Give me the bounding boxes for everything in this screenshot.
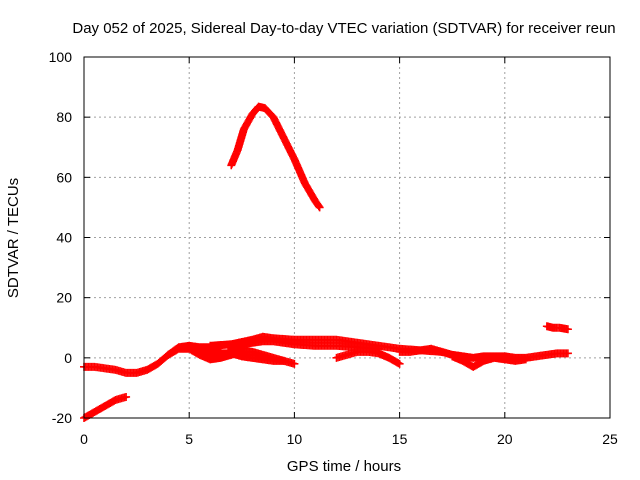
- series-arc-10: [448, 352, 530, 371]
- data-point-marker: [395, 359, 404, 368]
- series-arc-7: [227, 337, 383, 353]
- y-tick-label: -20: [52, 410, 72, 426]
- axes-ticks: 0 5 10 15 20 25 -20 0 20 40 60 80 100: [49, 49, 618, 447]
- data-point-marker: [521, 355, 530, 364]
- x-tick-label: 10: [287, 431, 303, 447]
- chart-title: Day 052 of 2025, Sidereal Day-to-day VTE…: [72, 20, 615, 37]
- x-tick-label: 5: [185, 431, 193, 447]
- y-axis-label: SDTVAR / TECUs: [5, 178, 22, 298]
- y-tick-label: 60: [56, 169, 72, 185]
- series-arc-11: [542, 322, 572, 334]
- y-tick-label: 20: [56, 290, 72, 306]
- series-arc-8: [332, 347, 404, 368]
- data-point-marker: [279, 356, 288, 365]
- x-tick-label: 0: [80, 431, 88, 447]
- y-tick-label: 0: [64, 350, 72, 366]
- y-tick-label: 80: [56, 109, 72, 125]
- x-tick-label: 15: [392, 431, 408, 447]
- y-tick-label: 40: [56, 230, 72, 246]
- data-point-marker: [315, 203, 324, 212]
- x-axis-label: GPS time / hours: [287, 458, 401, 475]
- y-tick-label: 100: [49, 49, 73, 65]
- x-tick-label: 25: [602, 431, 618, 447]
- series-arc-5: [195, 347, 288, 365]
- x-tick-label: 20: [497, 431, 513, 447]
- data-point-marker: [563, 349, 572, 358]
- series-arc-3: [227, 102, 324, 212]
- data-point-marker: [290, 359, 299, 368]
- data-point-marker: [122, 392, 131, 401]
- plot-area: [80, 102, 572, 422]
- data-point-marker: [314, 202, 323, 211]
- grid: [84, 57, 610, 418]
- data-point-marker: [563, 325, 572, 334]
